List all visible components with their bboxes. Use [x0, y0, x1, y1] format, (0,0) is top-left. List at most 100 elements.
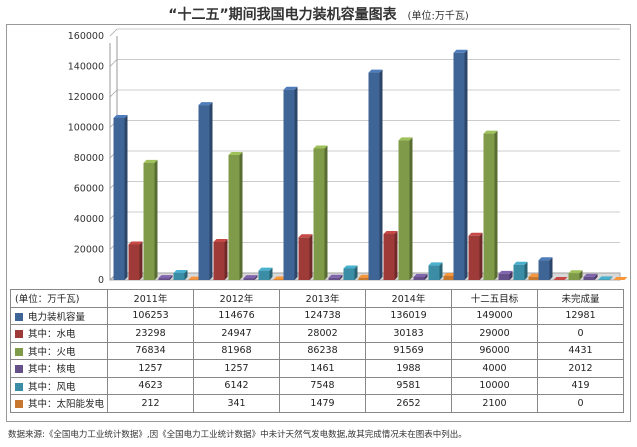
y-tick-label: 100000 [68, 123, 104, 134]
legend-swatch [15, 365, 23, 374]
bar-side [339, 274, 343, 280]
bar-side [324, 145, 328, 280]
bar-top [453, 49, 468, 53]
bar-top [298, 234, 313, 238]
bar-side [424, 273, 428, 280]
bar-top [483, 130, 498, 134]
bar-top [213, 238, 228, 242]
bar [598, 279, 610, 280]
bar-side [509, 270, 513, 280]
table-cell: 96000 [451, 341, 539, 360]
table-cell: 28002 [279, 324, 367, 343]
gridline-diagonal [109, 89, 118, 98]
table-cell: 10000 [451, 376, 539, 395]
bar-side [594, 273, 598, 280]
bar-side [239, 151, 243, 280]
table-cell: 149000 [451, 306, 539, 325]
table-row: 其中：核电 1257 1257 1461 1988 4000 2012 [9, 359, 625, 378]
table-cell: 7548 [279, 376, 367, 395]
bar [513, 264, 525, 280]
bar-side [479, 232, 483, 280]
bar-top [113, 114, 128, 118]
bar [343, 268, 355, 280]
bar-top [413, 273, 428, 277]
row-label-text: 其中：水电 [28, 329, 76, 341]
table-cell: 4623 [107, 376, 195, 395]
table-row: 其中：水电 23298 24947 28002 30183 29000 0 [9, 324, 625, 343]
y-tick-label: 160000 [68, 31, 104, 42]
gridline-diagonal [109, 28, 118, 37]
bar [383, 233, 395, 280]
bar-side [224, 238, 228, 280]
bar-side [139, 241, 143, 280]
bar [453, 52, 465, 281]
bar-top [258, 267, 273, 271]
column-header: 2013年 [279, 289, 367, 308]
bar-side [394, 230, 398, 280]
bar [358, 277, 370, 280]
bar [398, 140, 410, 280]
table-cell: 24947 [193, 324, 281, 343]
row-label: 其中：太阳能发电 [9, 394, 109, 413]
table-cell: 4431 [537, 341, 625, 360]
bar-top [228, 151, 243, 155]
chart-title: “十二五”期间我国电力装机容量图表 (单位:万千瓦) [0, 4, 637, 24]
bar-side [154, 159, 158, 280]
bar-side [524, 261, 528, 280]
bar-top [613, 277, 628, 280]
table-cell: 114676 [193, 306, 281, 325]
bar-top [513, 261, 528, 265]
table-cell: 124738 [279, 306, 367, 325]
bar-top [173, 269, 188, 273]
table-cell: 419 [537, 376, 625, 395]
bar-top [383, 230, 398, 234]
footnote: 数据来源:《全国电力工业统计数据》,因《全国电力工业统计数据》中未计天然气发电数… [8, 430, 467, 440]
row-label: 其中：核电 [9, 359, 109, 378]
row-label-text: 其中：火电 [28, 346, 76, 358]
bar-top [568, 270, 583, 274]
bar-top [283, 86, 298, 90]
table-cell: 23298 [107, 324, 195, 343]
bar [213, 241, 225, 280]
table-corner-label: (单位：万千瓦) [9, 289, 109, 308]
bar-top [428, 262, 443, 266]
bar [328, 277, 340, 280]
table-cell: 0 [537, 394, 625, 413]
bar-top [398, 137, 413, 141]
bar-side [354, 265, 358, 280]
table-row: 电力装机容量 106253 114676 124738 136019 14900… [9, 306, 625, 325]
bar-top [538, 257, 553, 261]
bar [113, 117, 125, 280]
column-header: 未完成量 [537, 289, 625, 308]
table-cell: 341 [193, 394, 281, 413]
y-tick-label: 20000 [74, 245, 104, 256]
bar-side [439, 262, 443, 280]
table-header-row: (单位：万千瓦) 2011年 2012年 2013年 2014年 十二五目标 未… [9, 289, 625, 308]
chart-frame [6, 24, 631, 422]
bar-side [209, 102, 213, 280]
bar-top [128, 241, 143, 245]
bar [528, 276, 540, 280]
table-cell: 0 [537, 324, 625, 343]
unit-note: (单位:万千瓦) [407, 11, 469, 22]
table-cell: 29000 [451, 324, 539, 343]
table-cell: 9581 [365, 376, 453, 395]
table-cell: 1257 [193, 359, 281, 378]
column-header: 2011年 [107, 289, 195, 308]
table-row: 其中：火电 76834 81968 86238 91569 96000 4431 [9, 341, 625, 360]
bar-side [124, 114, 128, 280]
bar-top [328, 274, 343, 278]
bar-side [294, 86, 298, 280]
legend-swatch [15, 312, 23, 321]
table-cell: 1257 [107, 359, 195, 378]
table-row: 其中：风电 4623 6142 7548 9581 10000 419 [9, 376, 625, 395]
row-label-text: 其中：核电 [28, 364, 76, 376]
bar-side [494, 130, 498, 280]
bar-top [368, 69, 383, 73]
bar-top [343, 265, 358, 269]
title-text: “十二五”期间我国电力装机容量图表 [168, 7, 397, 23]
column-header: 十二五目标 [451, 289, 539, 308]
bar-top [313, 145, 328, 149]
row-label-text: 其中：太阳能发电 [28, 399, 105, 411]
bar-side [184, 269, 188, 280]
